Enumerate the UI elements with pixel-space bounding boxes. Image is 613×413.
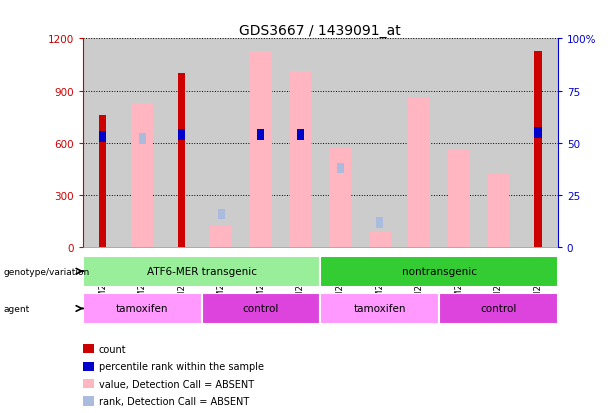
Bar bbox=[250, 51, 272, 248]
Bar bbox=[210, 227, 232, 248]
Bar bbox=[376, 218, 383, 228]
Bar bbox=[439, 293, 558, 324]
Bar bbox=[321, 256, 558, 287]
Bar bbox=[202, 293, 321, 324]
Bar bbox=[202, 39, 241, 248]
Bar bbox=[400, 39, 439, 248]
Text: count: count bbox=[99, 344, 126, 354]
Bar bbox=[439, 39, 479, 248]
Bar bbox=[297, 130, 304, 140]
Text: nontransgenic: nontransgenic bbox=[402, 266, 476, 277]
Text: ATF6-MER transgenic: ATF6-MER transgenic bbox=[147, 266, 256, 277]
Bar bbox=[83, 256, 321, 287]
Bar bbox=[297, 130, 304, 140]
Text: agent: agent bbox=[3, 304, 29, 313]
Bar bbox=[281, 39, 321, 248]
Text: percentile rank within the sample: percentile rank within the sample bbox=[99, 361, 264, 371]
Bar bbox=[178, 74, 185, 248]
Bar bbox=[321, 39, 360, 248]
Bar bbox=[123, 39, 162, 248]
Title: GDS3667 / 1439091_at: GDS3667 / 1439091_at bbox=[240, 24, 401, 38]
Text: genotype/variation: genotype/variation bbox=[3, 267, 89, 276]
Bar bbox=[329, 149, 351, 248]
Bar bbox=[83, 293, 202, 324]
Text: control: control bbox=[480, 304, 517, 314]
Bar bbox=[321, 293, 439, 324]
Bar bbox=[218, 209, 225, 220]
Bar bbox=[448, 150, 470, 248]
Bar bbox=[257, 130, 264, 140]
Bar bbox=[139, 134, 146, 145]
Bar bbox=[241, 39, 281, 248]
Bar bbox=[518, 39, 558, 248]
Bar bbox=[178, 130, 185, 140]
Bar bbox=[479, 39, 518, 248]
Bar bbox=[487, 175, 509, 248]
Bar bbox=[99, 132, 106, 142]
Bar bbox=[131, 104, 153, 248]
Bar bbox=[535, 51, 542, 248]
Bar bbox=[289, 72, 311, 248]
Text: control: control bbox=[243, 304, 279, 314]
Bar bbox=[369, 232, 390, 248]
Bar bbox=[162, 39, 202, 248]
Bar bbox=[337, 163, 344, 174]
Text: tamoxifen: tamoxifen bbox=[116, 304, 169, 314]
Bar bbox=[360, 39, 400, 248]
Bar bbox=[535, 128, 542, 138]
Bar bbox=[83, 39, 123, 248]
Bar bbox=[257, 130, 264, 140]
Text: tamoxifen: tamoxifen bbox=[354, 304, 406, 314]
Bar bbox=[408, 98, 430, 248]
Text: rank, Detection Call = ABSENT: rank, Detection Call = ABSENT bbox=[99, 396, 249, 406]
Bar bbox=[99, 116, 106, 248]
Text: value, Detection Call = ABSENT: value, Detection Call = ABSENT bbox=[99, 379, 254, 389]
